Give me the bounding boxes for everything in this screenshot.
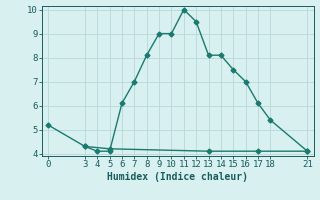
X-axis label: Humidex (Indice chaleur): Humidex (Indice chaleur): [107, 172, 248, 182]
